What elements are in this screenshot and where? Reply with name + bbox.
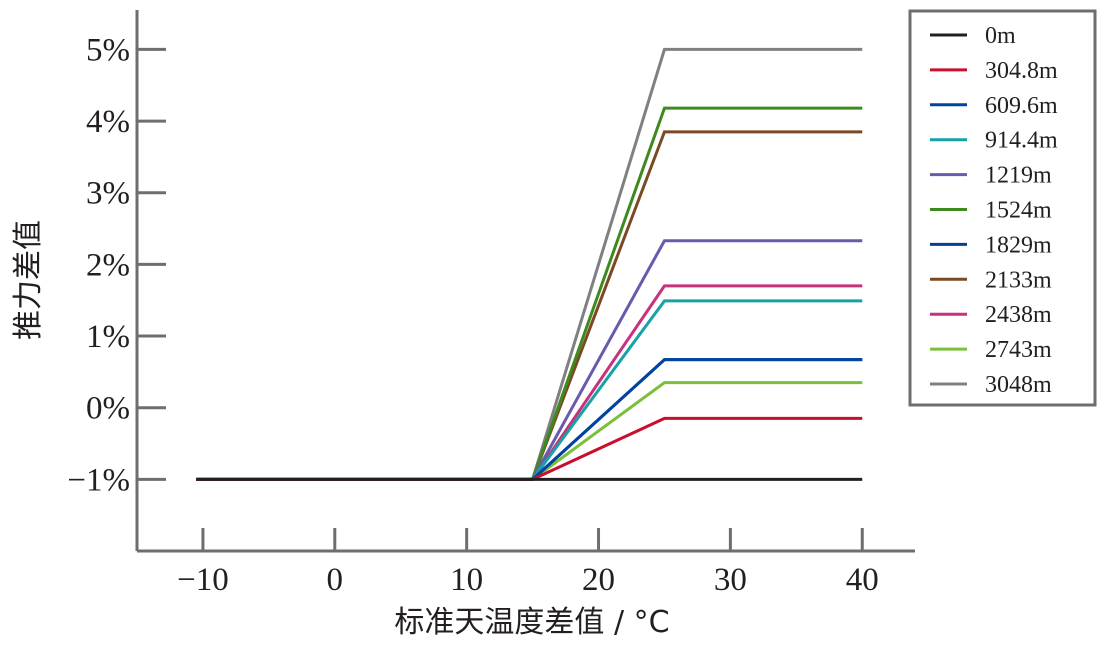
legend-label: 2438m	[985, 302, 1052, 328]
legend-label: 914.4m	[985, 128, 1058, 154]
legend-label: 304.8m	[985, 58, 1058, 84]
x-tick-label: 0	[327, 562, 344, 598]
x-axis-title: 标准天温度差值 / °C	[394, 605, 669, 640]
x-tick-label: 20	[582, 562, 615, 598]
series-line	[196, 299, 863, 481]
legend-label: 609.6m	[985, 93, 1058, 119]
series-line	[196, 381, 863, 481]
y-tick-label: 1%	[86, 319, 130, 355]
x-tick-label: −10	[177, 562, 229, 598]
y-tick-label: 0%	[86, 391, 130, 427]
legend-label: 0m	[985, 23, 1016, 49]
y-tick-label: 5%	[86, 32, 130, 68]
y-tick-label: 4%	[86, 104, 130, 140]
plot-lines	[196, 47, 863, 481]
axes: −1% 0% 1% 2% 3% 4% 5% −10 0 10 20 30 40	[67, 10, 915, 598]
legend-label: 1829m	[985, 232, 1052, 258]
y-tick-label: 2%	[86, 247, 130, 283]
y-tick-label: 3%	[86, 176, 130, 212]
legend-label: 2743m	[985, 337, 1052, 363]
series-line	[196, 47, 863, 481]
legend-label: 2133m	[985, 267, 1052, 293]
x-tick-label: 30	[714, 562, 747, 598]
x-tick-label: 40	[846, 562, 879, 598]
legend: 0m 304.8m 609.6m 914.4m 1219m 1524m 1829m 2133m…	[908, 9, 1097, 407]
series-line	[196, 130, 863, 481]
y-axis-title: 推力差值	[11, 220, 46, 340]
series-line	[196, 106, 863, 481]
x-tick-label: 10	[450, 562, 483, 598]
legend-label: 1524m	[985, 198, 1052, 224]
y-tick-label: −1%	[67, 462, 130, 498]
legend-label: 1219m	[985, 163, 1052, 189]
series-line	[196, 416, 863, 481]
legend-label: 3048m	[985, 372, 1052, 398]
